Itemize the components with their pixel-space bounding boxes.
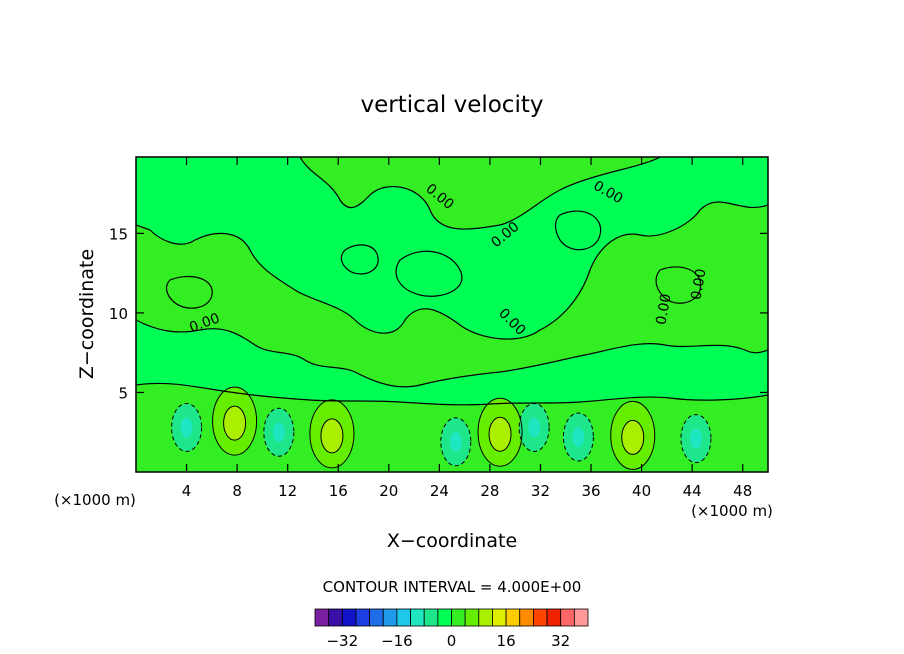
colorbar-tick-label: 32 (551, 632, 570, 650)
x-axis-unit: (×1000 m) (691, 502, 773, 520)
x-tick-label: 28 (480, 482, 499, 500)
colorbar-swatch (533, 608, 548, 627)
colorbar-swatch (369, 608, 384, 627)
colorbar-tick-label: −32 (326, 632, 358, 650)
colorbar-swatch (492, 608, 507, 627)
downdraft-core (449, 431, 462, 452)
colorbar-swatch (451, 608, 466, 627)
contour-line (212, 386, 258, 456)
colorbar-swatch (560, 608, 575, 627)
contour-line (655, 266, 702, 304)
updraft-core (489, 417, 512, 452)
x-tick-label: 16 (329, 482, 348, 500)
y-tick-label: 10 (109, 305, 128, 323)
colorbar-swatch (341, 608, 357, 627)
colorbar-swatch (328, 608, 343, 627)
colorbar-tick-labels: −32 −16 0 16 32 (326, 632, 570, 650)
y-axis-label: Z−coordinate (76, 249, 98, 379)
colorbar-swatch (396, 608, 411, 627)
contour-line (340, 244, 379, 275)
colorbar-tick-label: −16 (381, 632, 413, 650)
colorbar-swatch (382, 608, 398, 627)
contour-line (223, 405, 247, 441)
updraft-core (621, 420, 644, 455)
y-tick-label: 15 (109, 225, 128, 243)
contour-line (518, 402, 550, 452)
x-tick-label: 12 (278, 482, 297, 500)
colorbar-swatch (314, 608, 330, 627)
colorbar-swatch (478, 608, 493, 627)
x-tick-label: 36 (581, 482, 600, 500)
contour-line (136, 319, 768, 388)
downdraft-core (528, 417, 541, 438)
x-tick-label: 32 (531, 482, 550, 500)
colorbar-swatch (464, 608, 480, 627)
contour-line (299, 157, 661, 230)
contour-line (440, 417, 472, 467)
contour-line (610, 400, 656, 470)
contour-line (171, 402, 203, 452)
contour-line (136, 382, 768, 406)
contour-line (562, 412, 594, 462)
contour-line (263, 407, 295, 457)
colorbar-swatch (519, 608, 534, 627)
chart-title: vertical velocity (361, 92, 544, 118)
plot-frame (135, 156, 769, 473)
contour-line (554, 210, 602, 251)
colorbar-swatch (355, 608, 371, 627)
contour-label: 0.00 (688, 268, 709, 301)
downdraft-core (272, 422, 285, 443)
x-tick-label: 48 (733, 482, 752, 500)
y-axis: 5 10 15 (109, 225, 768, 402)
x-tick-label: 24 (430, 482, 449, 500)
downdraft-core (572, 427, 585, 447)
feature-layer (171, 387, 711, 470)
contour-lines (136, 157, 768, 470)
colorbar-swatch (423, 608, 439, 627)
contour-zero-region (136, 320, 768, 405)
x-tick-label: 44 (683, 482, 702, 500)
x-axis-label: X−coordinate (387, 530, 517, 552)
colorbar-swatch (410, 608, 425, 627)
colorbar-swatch (505, 608, 521, 627)
contour-label: 0.00 (653, 293, 674, 326)
colorbar-swatch (437, 608, 452, 627)
colorbar-swatch (546, 608, 562, 627)
x-tick-label: 40 (632, 482, 651, 500)
downdraft-core (689, 428, 702, 449)
contour-line (621, 419, 645, 455)
colorbar-swatch (573, 608, 589, 627)
contour-line (680, 414, 712, 464)
contour-line (477, 397, 523, 467)
contour-line (320, 418, 344, 454)
contour-line (488, 416, 512, 452)
field-shading (136, 157, 768, 470)
contour-line (309, 399, 355, 469)
contour-zero-region (136, 157, 768, 340)
x-tick-label: 4 (182, 482, 192, 500)
x-axis: 4 8 12 16 20 24 28 32 36 40 44 48 (182, 157, 752, 500)
updraft-core (223, 406, 246, 441)
y-tick-label: 5 (118, 384, 128, 402)
plot-area: 0.00 0.00 0.00 0.00 0.00 0.00 0.00 4 8 12 1… (109, 156, 769, 500)
contour-line (136, 201, 768, 340)
contour-interval: CONTOUR INTERVAL = 4.000E+00 (323, 578, 582, 596)
colorbar-tick-label: 0 (447, 632, 457, 650)
downdraft-core (180, 417, 193, 438)
colorbar (314, 608, 589, 627)
colorbar-tick-label: 16 (497, 632, 516, 650)
contour-line (165, 275, 213, 309)
y-axis-unit: (×1000 m) (54, 491, 136, 509)
contour-line (395, 250, 463, 297)
x-tick-label: 8 (232, 482, 242, 500)
updraft-core (320, 418, 343, 453)
x-tick-label: 20 (379, 482, 398, 500)
